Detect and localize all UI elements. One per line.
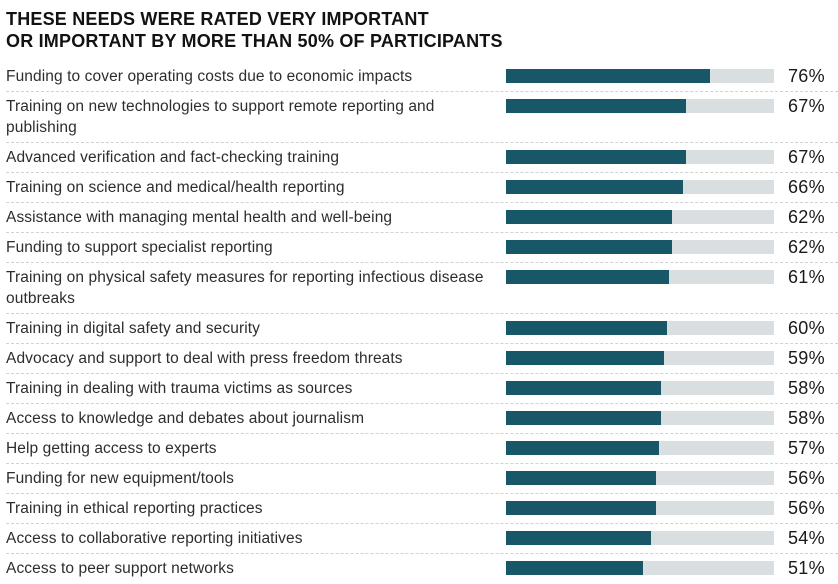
bar-fill xyxy=(506,240,673,254)
chart-row: Access to knowledge and debates about jo… xyxy=(6,403,838,433)
row-label: Training on new technologies to support … xyxy=(6,98,435,136)
bar-track xyxy=(506,531,774,545)
row-label: Funding for new equipment/tools xyxy=(6,470,234,487)
page-title: THESE NEEDS WERE RATED VERY IMPORTANT OR… xyxy=(6,8,838,52)
chart-row: Funding to cover operating costs due to … xyxy=(6,62,838,91)
bar-track xyxy=(506,411,774,425)
chart-row: Training on new technologies to support … xyxy=(6,91,838,142)
row-label: Training in dealing with trauma victims … xyxy=(6,380,353,397)
row-value: 60% xyxy=(788,318,825,338)
chart-row: Access to collaborative reporting initia… xyxy=(6,523,838,553)
bar-track xyxy=(506,351,774,365)
bar-fill xyxy=(506,321,667,335)
row-value: 58% xyxy=(788,378,825,398)
row-label: Training in ethical reporting practices xyxy=(6,500,263,517)
row-value: 62% xyxy=(788,237,825,257)
row-label: Advocacy and support to deal with press … xyxy=(6,350,403,367)
bar-fill xyxy=(506,210,673,224)
page-title-line-2: OR IMPORTANT BY MORE THAN 50% OF PARTICI… xyxy=(6,31,503,51)
row-label: Access to collaborative reporting initia… xyxy=(6,530,303,547)
row-label: Training on physical safety measures for… xyxy=(6,269,484,307)
chart-row: Help getting access to experts 57% xyxy=(6,433,838,463)
bar-fill xyxy=(506,561,643,575)
bar-track xyxy=(506,270,774,284)
chart-row: Advanced verification and fact-checking … xyxy=(6,142,838,172)
row-value: 56% xyxy=(788,498,825,518)
chart-row: Training in ethical reporting practices … xyxy=(6,493,838,523)
row-value: 51% xyxy=(788,558,825,578)
row-label: Training on science and medical/health r… xyxy=(6,179,345,196)
bar-fill xyxy=(506,381,662,395)
row-label: Training in digital safety and security xyxy=(6,320,261,337)
chart-row: Funding for new equipment/tools 56% xyxy=(6,463,838,493)
bar-track xyxy=(506,471,774,485)
bar-fill xyxy=(506,180,683,194)
bar-fill xyxy=(506,69,710,83)
bar-fill xyxy=(506,99,686,113)
bar-track xyxy=(506,99,774,113)
bar-fill xyxy=(506,531,651,545)
bar-fill xyxy=(506,150,686,164)
chart-row: Training in digital safety and security … xyxy=(6,313,838,343)
bar-track xyxy=(506,150,774,164)
bar-track xyxy=(506,501,774,515)
bar-fill xyxy=(506,351,665,365)
chart-row: Training on science and medical/health r… xyxy=(6,172,838,202)
chart-row: Funding to support specialist reporting … xyxy=(6,232,838,262)
bar-track xyxy=(506,561,774,575)
chart-row: Training in dealing with trauma victims … xyxy=(6,373,838,403)
row-value: 67% xyxy=(788,96,825,116)
row-value: 58% xyxy=(788,408,825,428)
row-value: 54% xyxy=(788,528,825,548)
row-value: 62% xyxy=(788,207,825,227)
bar-track xyxy=(506,180,774,194)
page-title-line-1: THESE NEEDS WERE RATED VERY IMPORTANT xyxy=(6,9,429,29)
chart-row: Advocacy and support to deal with press … xyxy=(6,343,838,373)
row-value: 76% xyxy=(788,66,825,86)
bar-track xyxy=(506,240,774,254)
bar-fill xyxy=(506,411,662,425)
bar-fill xyxy=(506,471,657,485)
row-label: Assistance with managing mental health a… xyxy=(6,209,393,226)
chart-row: Training on physical safety measures for… xyxy=(6,262,838,313)
row-value: 57% xyxy=(788,438,825,458)
bar-fill xyxy=(506,501,657,515)
bar-track xyxy=(506,441,774,455)
chart-row: Assistance with managing mental health a… xyxy=(6,202,838,232)
chart-row: Access to peer support networks 51% xyxy=(6,553,838,583)
row-value: 59% xyxy=(788,348,825,368)
row-label: Help getting access to experts xyxy=(6,440,217,457)
row-label: Funding to cover operating costs due to … xyxy=(6,68,413,85)
bar-chart: Funding to cover operating costs due to … xyxy=(6,62,838,583)
bar-track xyxy=(506,321,774,335)
bar-fill xyxy=(506,270,670,284)
bar-track xyxy=(506,381,774,395)
bar-track xyxy=(506,210,774,224)
row-label: Access to knowledge and debates about jo… xyxy=(6,410,365,427)
bar-track xyxy=(506,69,774,83)
row-value: 61% xyxy=(788,267,825,287)
bar-fill xyxy=(506,441,659,455)
row-label: Advanced verification and fact-checking … xyxy=(6,149,340,166)
row-value: 66% xyxy=(788,177,825,197)
row-value: 67% xyxy=(788,147,825,167)
row-label: Funding to support specialist reporting xyxy=(6,239,273,256)
row-label: Access to peer support networks xyxy=(6,560,234,577)
row-value: 56% xyxy=(788,468,825,488)
